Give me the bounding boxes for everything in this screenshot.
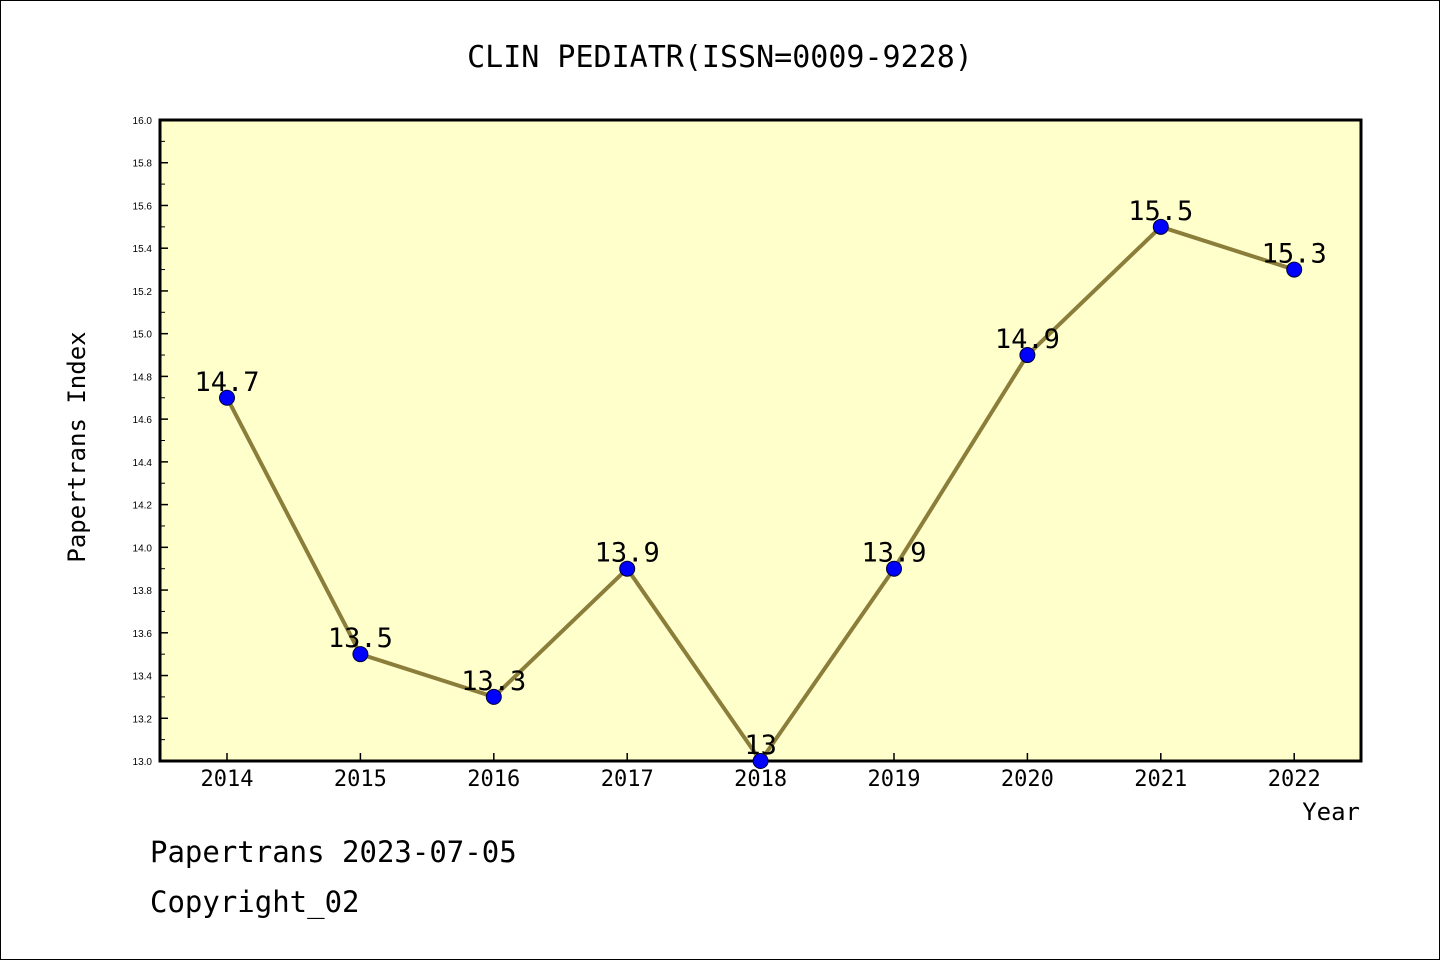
data-label: 14.7 [194, 367, 259, 398]
x-axis-label: Year [1302, 798, 1360, 826]
y-tick-label: 16.0 [133, 116, 153, 127]
footer-date: Papertrans 2023-07-05 [150, 835, 517, 869]
data-point [352, 646, 369, 663]
x-tick-label: 2022 [1268, 767, 1321, 792]
x-tick-label: 2014 [201, 767, 254, 792]
data-point [1019, 347, 1036, 364]
data-label: 13 [744, 730, 777, 761]
data-label: 13.5 [328, 623, 393, 654]
y-tick-label: 13.0 [133, 757, 153, 768]
marker-group [219, 218, 1303, 769]
y-tick-label: 14.4 [133, 458, 153, 469]
y-axis-label: Papertrans Index [63, 331, 91, 562]
data-label: 13.9 [595, 538, 660, 569]
y-tick-label: 14.0 [133, 543, 153, 554]
data-label: 13.3 [461, 666, 526, 697]
x-tick-label: 2021 [1134, 767, 1187, 792]
data-point [752, 753, 769, 769]
data-point [1152, 218, 1169, 235]
data-label-group: 14.7 13.5 13.3 13.9 13 13.9 14.9 15.5 15.3 [194, 196, 1326, 761]
data-label: 15.3 [1262, 239, 1327, 270]
data-label: 14.9 [995, 324, 1060, 355]
y-tick-label: 14.8 [133, 372, 153, 383]
x-tick-label: 2019 [868, 767, 921, 792]
y-axis: 13.0 13.2 13.4 13.6 13.8 14.0 14.2 14.4 14.6 14.8… [133, 116, 168, 768]
y-tick-label: 14.2 [133, 501, 153, 512]
data-label: 15.5 [1128, 196, 1193, 227]
footer-copyright: Copyright_02 [150, 885, 360, 919]
data-point [619, 560, 636, 577]
x-axis: 2014 2015 2016 2017 2018 2019 2020 2021 2022 [201, 753, 1321, 792]
x-tick-label: 2018 [734, 767, 787, 792]
y-tick-label: 15.2 [133, 287, 153, 298]
y-tick-label: 14.6 [133, 415, 153, 426]
data-point [219, 389, 235, 406]
x-tick-label: 2016 [467, 767, 520, 792]
y-tick-label: 13.8 [133, 586, 153, 597]
y-tick-label: 15.8 [133, 159, 153, 170]
y-tick-label: 13.4 [133, 672, 153, 683]
chart-title: CLIN PEDIATR(ISSN=0009-9228) [467, 40, 973, 75]
x-tick-label: 2015 [334, 767, 387, 792]
x-tick-label: 2020 [1001, 767, 1054, 792]
data-label: 13.9 [861, 538, 926, 569]
y-tick-label: 15.4 [133, 244, 153, 255]
y-tick-label: 13.6 [133, 629, 153, 640]
y-tick-label: 15.0 [133, 330, 153, 341]
x-tick-label: 2017 [601, 767, 654, 792]
data-point [485, 688, 502, 705]
y-tick-label: 15.6 [133, 201, 153, 212]
data-point [1286, 261, 1303, 278]
y-tick-label: 13.2 [133, 714, 153, 725]
data-point [886, 560, 902, 577]
